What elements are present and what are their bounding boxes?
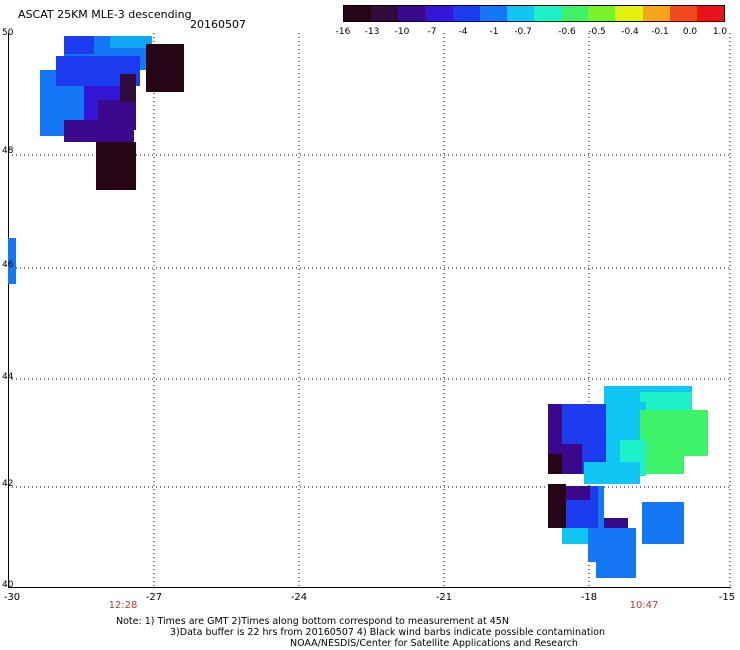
colorbar-label: -13 [364,27,380,37]
y-tick-label: 48 [2,146,14,156]
x-tick-label: -21 [435,592,453,603]
colorbar-segment [533,6,562,21]
colorbar-label: -16 [335,27,351,37]
colorbar-label: -0.1 [651,27,669,37]
y-tick-label: 40 [2,580,14,590]
colorbar [343,5,725,22]
pass-time-label: 12:28 [108,600,138,611]
colorbar-label: 1.0 [712,27,728,37]
colorbar-segment [506,6,534,21]
colorbar-label: -7 [427,27,437,37]
colorbar-segment [344,6,372,21]
colorbar-label: -4 [458,27,468,37]
colorbar-segment [588,6,616,21]
note-line-3: NOAA/NESDIS/Center for Satellite Applica… [290,638,578,649]
colorbar-label: -10 [394,27,410,37]
colorbar-segment [669,6,697,21]
map-date: 20160507 [190,18,246,31]
colorbar-label: -0.6 [558,27,576,37]
y-tick-label: 44 [2,372,14,382]
y-tick-label: 46 [2,260,14,270]
colorbar-segment [479,6,507,21]
colorbar-label: -0.5 [588,27,606,37]
colorbar-label: 0.0 [682,27,698,37]
data-swath-edge [8,238,16,284]
note-line-2: 3)Data buffer is 22 hrs from 20160507 4)… [170,627,606,638]
colorbar-segment [425,6,453,21]
colorbar-label: -0.4 [621,27,639,37]
note-line-1: Note: 1) Times are GMT 2)Times along bot… [116,616,509,627]
y-tick-label: 42 [2,479,14,489]
x-tick-label: -27 [145,592,163,603]
pass-time-label: 10:47 [629,600,659,611]
x-tick-label: -24 [290,592,308,603]
data-swath-northwest [40,36,184,190]
data-swath-southeast [548,386,708,578]
colorbar-segment [642,6,670,21]
y-tick-label: 50 [2,28,14,38]
colorbar-label: -1 [489,27,499,37]
colorbar-segment [371,6,399,21]
colorbar-segment [561,6,589,21]
x-tick-label: -18 [580,592,598,603]
map-plot-area [8,33,731,588]
map-title: ASCAT 25KM MLE-3 descending [18,8,192,21]
colorbar-segment [452,6,480,21]
x-tick-label: -30 [3,592,21,603]
x-tick-label: -15 [718,592,736,603]
colorbar-segment [696,6,724,21]
colorbar-segment [398,6,426,21]
colorbar-segment [615,6,643,21]
colorbar-label: -0.7 [514,27,532,37]
